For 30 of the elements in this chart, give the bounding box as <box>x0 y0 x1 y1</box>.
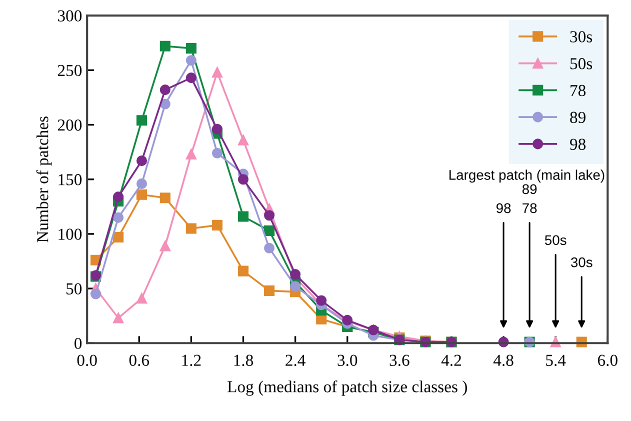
x-tick-label: 2.4 <box>286 354 306 366</box>
legend-label: 50s <box>570 58 592 70</box>
y-tick-label: 100 <box>58 228 82 240</box>
x-tick-label: 0.0 <box>77 354 97 366</box>
x-tick-label: 5.4 <box>546 354 566 366</box>
y-tick-label: 150 <box>58 174 82 186</box>
legend-label: 98 <box>570 138 586 150</box>
annotation: 50s <box>544 235 566 246</box>
y-axis-title: Number of patches <box>36 116 52 242</box>
x-tick-label: 6.0 <box>598 354 618 366</box>
x-tick-label: 3.0 <box>338 354 358 366</box>
legend-label: 89 <box>570 112 586 124</box>
annotation: Largest patch (main lake) <box>449 170 604 183</box>
x-axis-title: Log (medians of patch size classes ) <box>228 380 467 396</box>
x-tick-label: 1.2 <box>182 354 201 366</box>
x-tick-label: 0.6 <box>129 354 150 366</box>
y-tick-label: 50 <box>66 283 82 294</box>
x-tick-label: 1.8 <box>234 354 254 366</box>
x-tick-label: 4.8 <box>493 354 514 366</box>
y-tick-label: 250 <box>58 64 82 76</box>
y-tick-label: 0 <box>74 338 82 350</box>
annotation: 89 78 <box>522 184 537 214</box>
x-tick-label: 3.6 <box>390 354 410 366</box>
y-tick-label: 200 <box>58 119 82 131</box>
annotation: 30s <box>570 257 592 268</box>
legend-label: 30s <box>570 31 592 42</box>
annotation: 98 <box>496 203 511 214</box>
y-tick-label: 300 <box>58 10 82 22</box>
legend-label: 78 <box>570 84 586 96</box>
x-tick-label: 4.2 <box>441 354 461 366</box>
